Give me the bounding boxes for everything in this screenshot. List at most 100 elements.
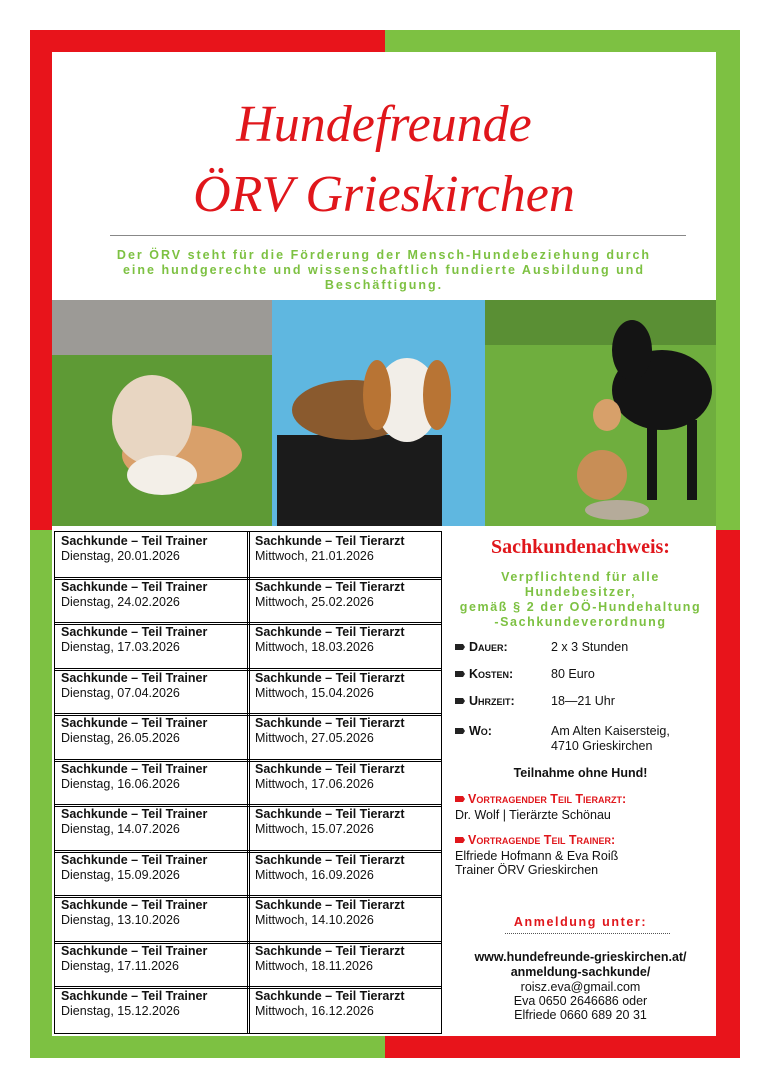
cell-title: Sachkunde – Teil Trainer: [61, 670, 208, 685]
cell-title: Sachkunde – Teil Tierarzt: [255, 761, 405, 776]
note: Teilnahme ohne Hund!: [513, 766, 648, 780]
table-cell: Sachkunde – Teil Trainer Dienstag, 07.04.…: [61, 671, 207, 701]
cell-title: Sachkunde – Teil Trainer: [61, 852, 208, 867]
registration-url[interactable]: www.hundefreunde-grieskirchen.at/: [474, 950, 687, 964]
column-border: [247, 532, 250, 1033]
table-cell: Sachkunde – Teil Trainer Dienstag, 20.01.…: [61, 534, 207, 564]
detail-value: 2 x 3 Stunden: [551, 640, 629, 654]
detail-value: 18—21 Uhr: [551, 694, 615, 708]
cell-date: Dienstag, 15.09.2026: [61, 867, 180, 882]
schedule-table: Sachkunde – Teil Trainer Dienstag, 20.01.…: [54, 531, 442, 1034]
info-subheading: Hundebesitzer,: [524, 585, 637, 599]
cell-date: Dienstag, 17.11.2026: [61, 958, 179, 973]
table-cell: Sachkunde – Teil Tierarzt Mittwoch, 17.06…: [255, 762, 405, 792]
table-cell: Sachkunde – Teil Tierarzt Mittwoch, 18.03…: [255, 625, 405, 655]
cell-title: Sachkunde – Teil Tierarzt: [255, 625, 405, 640]
detail-label: Kosten:: [469, 667, 514, 681]
frame-right-bottom: [716, 530, 740, 1058]
vet-line: Dr. Wolf | Tierärzte Schönau: [455, 808, 611, 822]
pointer-icon: [455, 837, 465, 843]
cell-title: Sachkunde – Teil Trainer: [61, 716, 208, 731]
table-cell: Sachkunde – Teil Trainer Dienstag, 26.05.…: [61, 716, 207, 746]
cell-date: Dienstag, 24.02.2026: [61, 594, 180, 609]
contact-line: roisz.eva@gmail.com: [520, 980, 641, 994]
frame-bottom-right: [385, 1036, 740, 1058]
cell-date: Mittwoch, 16.09.2026: [255, 867, 374, 882]
cell-date: Dienstag, 16.06.2026: [61, 776, 180, 791]
cell-title: Sachkunde – Teil Trainer: [61, 807, 208, 822]
info-heading: Sachkundenachweis:: [491, 536, 670, 558]
info-subheading: -Sachkundeverordnung: [494, 615, 667, 629]
registration-label: Anmeldung unter:: [513, 915, 648, 929]
trainer-line: Trainer ÖRV Grieskirchen: [455, 863, 599, 877]
cell-title: Sachkunde – Teil Trainer: [61, 989, 208, 1004]
cell-date: Mittwoch, 21.01.2026: [255, 549, 374, 563]
cell-title: Sachkunde – Teil Tierarzt: [255, 898, 405, 913]
table-cell: Sachkunde – Teil Trainer Dienstag, 13.10.…: [61, 898, 207, 928]
cell-title: Sachkunde – Teil Tierarzt: [255, 670, 405, 685]
cell-date: Mittwoch, 27.05.2026: [255, 731, 374, 746]
cell-title: Sachkunde – Teil Tierarzt: [255, 534, 405, 548]
cell-title: Sachkunde – Teil Trainer: [61, 625, 208, 640]
cell-date: Mittwoch, 25.02.2026: [255, 594, 374, 609]
pointer-icon: [455, 796, 465, 802]
cell-title: Sachkunde – Teil Trainer: [61, 898, 208, 913]
subtitle: Der ÖRV steht für die Förderung der Mens…: [116, 248, 652, 262]
cell-date: Dienstag, 26.05.2026: [61, 731, 180, 746]
table-cell: Sachkunde – Teil Trainer Dienstag, 15.09.…: [61, 853, 207, 883]
subtitle: Beschäftigung.: [324, 278, 444, 292]
pointer-icon: [455, 698, 465, 704]
cell-title: Sachkunde – Teil Trainer: [61, 761, 208, 776]
cell-date: Mittwoch, 18.03.2026: [255, 640, 374, 655]
trainer-label: Vortragende Teil Trainer:: [468, 833, 616, 847]
table-cell: Sachkunde – Teil Tierarzt Mittwoch, 27.05…: [255, 716, 405, 746]
cell-title: Sachkunde – Teil Tierarzt: [255, 716, 405, 731]
vet-label: Vortragender Teil Tierarzt:: [468, 792, 627, 806]
table-cell: Sachkunde – Teil Tierarzt Mittwoch, 25.02…: [255, 580, 405, 610]
cell-date: Dienstag, 15.12.2026: [61, 1004, 180, 1019]
cell-date: Dienstag, 14.07.2026: [61, 822, 180, 837]
cell-title: Sachkunde – Teil Tierarzt: [255, 989, 405, 1004]
cell-date: Mittwoch, 17.06.2026: [255, 776, 374, 791]
table-cell: Sachkunde – Teil Tierarzt Mittwoch, 15.07…: [255, 807, 405, 837]
table-cell: Sachkunde – Teil Tierarzt Mittwoch, 16.09…: [255, 853, 405, 883]
cell-date: Dienstag, 20.01.2026: [61, 549, 180, 563]
info-subheading: gemäß § 2 der OÖ-Hundehaltung: [459, 600, 702, 614]
cell-title: Sachkunde – Teil Tierarzt: [255, 807, 405, 822]
cell-title: Sachkunde – Teil Tierarzt: [255, 943, 405, 958]
cell-title: Sachkunde – Teil Trainer: [61, 534, 208, 548]
cell-date: Mittwoch, 15.04.2026: [255, 685, 374, 700]
pointer-icon: [455, 644, 465, 650]
frame-right-top: [716, 30, 740, 530]
detail-label: Uhrzeit:: [469, 694, 515, 708]
trainer-line: Elfriede Hofmann & Eva Roiß: [455, 849, 619, 863]
pointer-icon: [455, 671, 465, 677]
cell-date: Mittwoch, 18.11.2026: [255, 958, 373, 973]
table-cell: Sachkunde – Teil Trainer Dienstag, 14.07.…: [61, 807, 207, 837]
frame-left-bottom: [30, 530, 52, 1058]
subtitle: eine hundgerechte und wissenschaftlich f…: [122, 263, 646, 277]
cell-title: Sachkunde – Teil Tierarzt: [255, 852, 405, 867]
table-cell: Sachkunde – Teil Trainer Dienstag, 15.12.…: [61, 989, 207, 1019]
frame-left-top: [30, 30, 52, 530]
info-subheading: Verpflichtend für alle: [501, 570, 660, 584]
table-cell: Sachkunde – Teil Trainer Dienstag, 16.06.…: [61, 762, 207, 792]
cell-title: Sachkunde – Teil Tierarzt: [255, 579, 405, 594]
title: ÖRV Grieskirchen: [193, 166, 575, 223]
frame-bottom-left: [30, 1036, 385, 1058]
table-cell: Sachkunde – Teil Tierarzt Mittwoch, 21.01…: [255, 534, 405, 564]
registration-url[interactable]: anmeldung-sachkunde/: [510, 965, 651, 979]
detail-label: Dauer:: [469, 640, 508, 654]
detail-label: Wo:: [469, 724, 492, 738]
cell-date: Mittwoch, 14.10.2026: [255, 913, 374, 928]
table-cell: Sachkunde – Teil Tierarzt Mittwoch, 16.12…: [255, 989, 405, 1019]
table-cell: Sachkunde – Teil Tierarzt Mittwoch, 15.04…: [255, 671, 405, 701]
cell-date: Dienstag, 17.03.2026: [61, 640, 180, 655]
table-cell: Sachkunde – Teil Tierarzt Mittwoch, 14.10…: [255, 898, 405, 928]
frame-top-left: [30, 30, 385, 52]
table-cell: Sachkunde – Teil Trainer Dienstag, 17.03.…: [61, 625, 207, 655]
dotted-rule: [505, 933, 670, 934]
table-cell: Sachkunde – Teil Trainer Dienstag, 17.11.…: [61, 944, 207, 974]
detail-value: Am Alten Kaisersteig,: [551, 724, 670, 738]
